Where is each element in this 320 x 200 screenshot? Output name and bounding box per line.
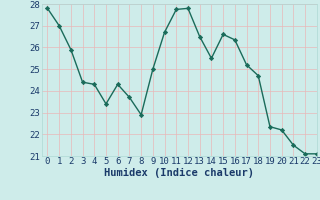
X-axis label: Humidex (Indice chaleur): Humidex (Indice chaleur)	[104, 168, 254, 178]
